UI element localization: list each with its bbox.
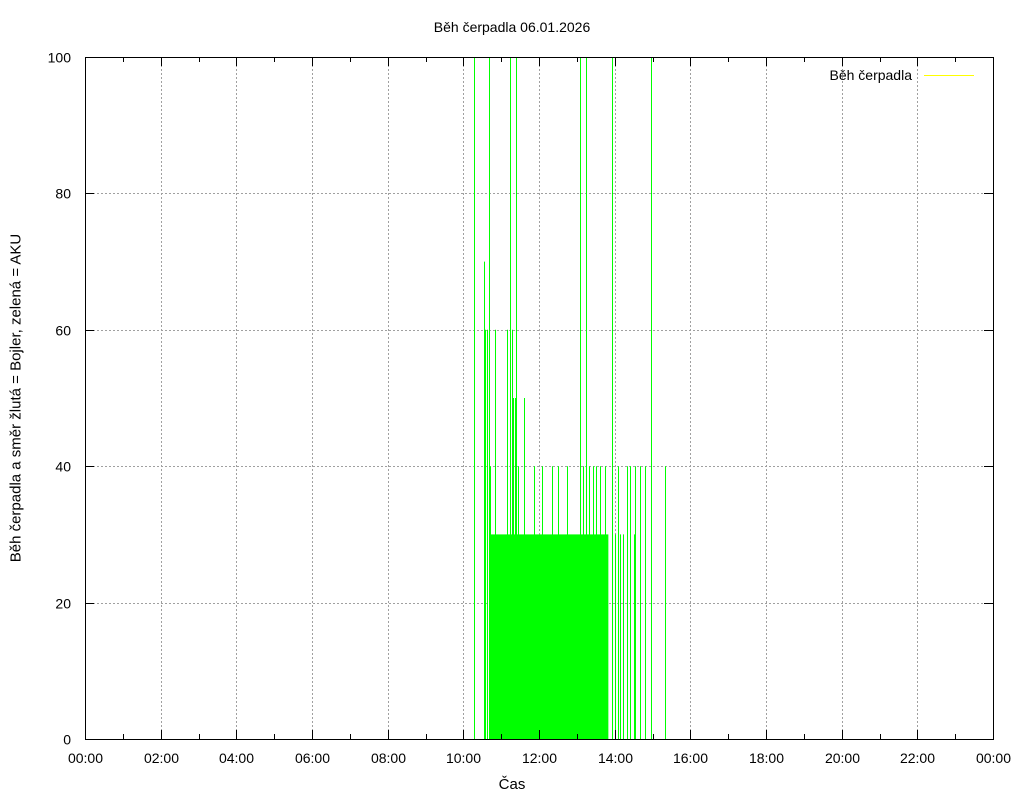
x-tick-label: 00:00	[976, 750, 1011, 766]
x-tick-label: 02:00	[144, 750, 179, 766]
x-axis-label: Čas	[498, 776, 526, 793]
x-tick-label: 12:00	[522, 750, 557, 766]
y-tick-label: 20	[55, 596, 71, 612]
x-tick-label: 04:00	[219, 750, 254, 766]
legend-label: Běh čerpadla	[829, 67, 912, 83]
x-tick-label: 16:00	[673, 750, 708, 766]
x-tick-label: 20:00	[825, 750, 860, 766]
x-tick-label: 22:00	[900, 750, 935, 766]
legend: Běh čerpadla	[829, 67, 974, 83]
fill-span-bar	[490, 534, 609, 739]
y-tick-label: 40	[55, 459, 71, 475]
chart-title: Běh čerpadla 06.01.2026	[433, 19, 591, 35]
x-tick-label: 06:00	[295, 750, 330, 766]
data-series	[474, 57, 666, 739]
x-tick-label: 00:00	[68, 750, 103, 766]
x-tick-label: 14:00	[598, 750, 633, 766]
x-tick-label: 10:00	[446, 750, 481, 766]
x-tick-label: 08:00	[371, 750, 406, 766]
y-tick-label: 60	[55, 323, 71, 339]
y-tick-label: 80	[55, 186, 71, 202]
y-tick-label: 100	[48, 50, 72, 66]
y-tick-label: 0	[63, 732, 71, 748]
x-tick-label: 18:00	[749, 750, 784, 766]
axis-ticks: 00:00 02:00 04:00 06:00 08:00 10:00 12:00 14:00…	[48, 50, 1012, 767]
